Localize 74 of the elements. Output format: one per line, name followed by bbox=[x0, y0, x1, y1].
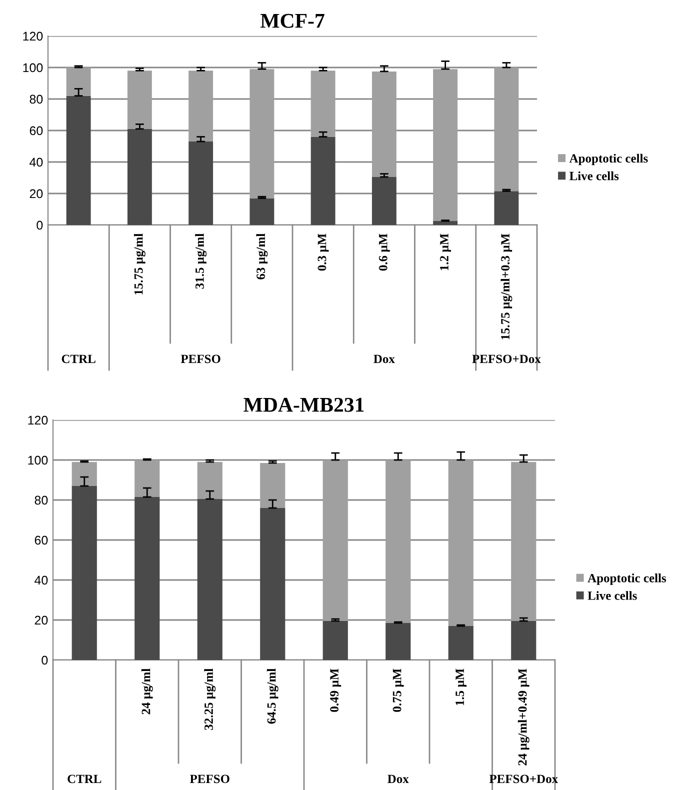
x-tick-label: 24 µg/ml+0.49 µM bbox=[518, 668, 530, 766]
bar bbox=[66, 68, 91, 96]
x-tick-label: 15.75 µg/ml bbox=[134, 234, 146, 294]
legend-label: Live cells bbox=[569, 171, 619, 180]
bar bbox=[134, 460, 160, 497]
y-tick-label: 120 bbox=[23, 32, 43, 41]
x-tick-label: 15.75 µg/ml+0.3 µM bbox=[500, 234, 512, 340]
bar bbox=[310, 136, 336, 225]
legend-label: Apoptotic cells bbox=[588, 574, 666, 585]
legend-label: Live cells bbox=[588, 591, 637, 600]
x-tick-label: 0.75 µM bbox=[392, 668, 404, 712]
legend-label: Apoptotic cells bbox=[569, 154, 648, 166]
bar bbox=[322, 460, 348, 621]
bar bbox=[322, 621, 348, 660]
y-tick-label: 80 bbox=[34, 496, 48, 505]
bar bbox=[433, 221, 458, 225]
bar bbox=[127, 128, 152, 225]
bar bbox=[494, 68, 519, 192]
bar bbox=[448, 460, 474, 626]
x-tick-label: 24 µg/ml bbox=[141, 668, 153, 714]
y-tick-label: 0 bbox=[42, 656, 48, 665]
bar bbox=[310, 70, 336, 137]
bar bbox=[511, 462, 536, 621]
bar bbox=[448, 626, 474, 660]
x-tick-label: 31.5 µg/ml bbox=[195, 234, 207, 289]
y-tick-label: 60 bbox=[34, 536, 48, 545]
y-tick-label: 60 bbox=[30, 126, 43, 136]
chart-title: MCF-7 bbox=[260, 14, 324, 28]
bar bbox=[66, 96, 91, 225]
x-tick-label: 32.25 µg/ml bbox=[204, 668, 216, 730]
bar bbox=[72, 486, 97, 660]
y-tick-label: 20 bbox=[30, 189, 43, 198]
text: PEFSO+Dox bbox=[472, 354, 541, 364]
bar bbox=[433, 69, 458, 222]
text: Dox bbox=[374, 354, 395, 364]
x-tick-label: 1.2 µM bbox=[440, 234, 451, 270]
text: PEFSO bbox=[190, 774, 230, 784]
text: PEFSO bbox=[180, 354, 220, 364]
x-tick-label: 63 µg/ml bbox=[256, 234, 268, 280]
y-tick-label: 20 bbox=[34, 616, 48, 625]
bar bbox=[250, 69, 274, 198]
x-tick-label: 1.5 µM bbox=[456, 668, 467, 706]
text: Dox bbox=[388, 774, 409, 784]
text: CTRL bbox=[62, 354, 96, 364]
bar bbox=[188, 142, 214, 225]
bar bbox=[372, 71, 396, 177]
x-tick-label: 0.49 µM bbox=[330, 668, 342, 712]
bar bbox=[197, 462, 222, 499]
bar bbox=[134, 497, 160, 660]
y-tick-label: 100 bbox=[28, 456, 48, 465]
y-tick-label: 80 bbox=[30, 94, 43, 104]
text: PEFSO+Dox bbox=[489, 774, 558, 784]
bar bbox=[197, 499, 222, 660]
bar bbox=[250, 198, 274, 225]
y-tick-label: 100 bbox=[23, 63, 43, 72]
bar bbox=[188, 70, 214, 142]
text: CTRL bbox=[68, 774, 102, 784]
y-tick-label: 40 bbox=[30, 158, 43, 167]
y-tick-label: 120 bbox=[28, 416, 48, 425]
bar bbox=[260, 508, 286, 660]
y-tick-label: 40 bbox=[34, 576, 48, 585]
chart-title: MDA-MB231 bbox=[244, 398, 364, 412]
bar bbox=[386, 460, 411, 623]
bar bbox=[260, 463, 286, 508]
y-tick-label: 0 bbox=[36, 220, 43, 230]
x-tick-label: 0.6 µM bbox=[378, 234, 390, 271]
x-tick-label: 64.5 µg/ml bbox=[266, 668, 278, 724]
bar bbox=[494, 191, 519, 225]
bar bbox=[72, 462, 97, 486]
x-tick-label: 0.3 µM bbox=[318, 234, 329, 271]
bar bbox=[372, 176, 396, 225]
bar bbox=[127, 70, 152, 129]
bar bbox=[511, 621, 536, 660]
bar bbox=[386, 623, 411, 660]
